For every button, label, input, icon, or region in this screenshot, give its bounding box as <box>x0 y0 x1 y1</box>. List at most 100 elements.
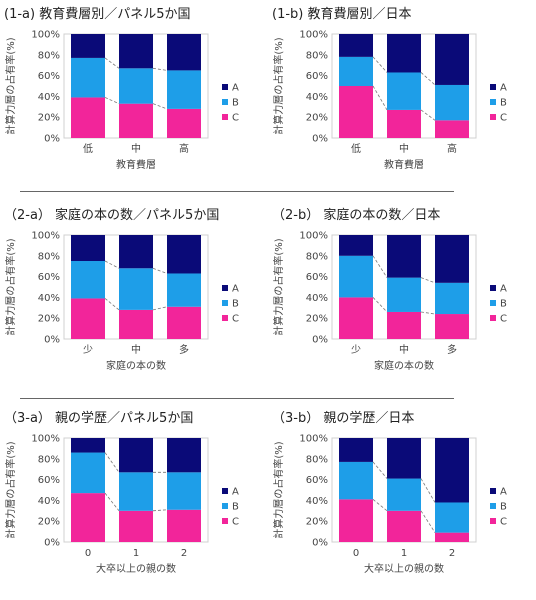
bar-segment-c <box>119 103 153 138</box>
bar-segment-a <box>71 235 105 261</box>
y-tick-label: 20% <box>306 113 328 124</box>
connector-line <box>372 499 388 512</box>
bar-segment-a <box>435 34 469 85</box>
x-tick-label: 2 <box>181 548 187 559</box>
legend-swatch-a <box>490 488 496 494</box>
y-tick-label: 80% <box>306 251 328 262</box>
x-tick-label: 多 <box>447 343 457 356</box>
legend-swatch-b <box>490 300 496 306</box>
y-tick-label: 100% <box>299 434 328 445</box>
x-axis-label: 大卒以上の親の数 <box>96 562 176 575</box>
legend-swatch-b <box>222 300 228 306</box>
legend-label-a: A <box>500 487 507 498</box>
x-tick-label: 中 <box>399 343 409 356</box>
bar-segment-b <box>387 72 421 110</box>
y-tick-label: 0% <box>312 335 328 346</box>
y-tick-label: 60% <box>306 272 328 283</box>
bar-segment-b <box>167 70 201 109</box>
connector-line <box>152 509 168 512</box>
legend-label-c: C <box>232 517 239 528</box>
legend-label-a: A <box>500 83 507 94</box>
x-axis-label: 家庭の本の数 <box>374 359 434 372</box>
x-tick-label: 多 <box>179 343 189 356</box>
bar-segment-b <box>71 452 105 494</box>
x-tick-label: 中 <box>131 343 141 356</box>
stacked-bar-chart: （3-a） 親の学歴／パネル5か国 0% 20% 40% 60% 80% 100% 計算力層の… <box>4 410 239 575</box>
bar-segment-a <box>119 34 153 69</box>
bar-segment-b <box>167 472 201 510</box>
y-tick-label: 60% <box>306 71 328 82</box>
bar-segment-b <box>435 84 469 121</box>
y-tick-label: 0% <box>44 134 60 145</box>
connector-line <box>420 277 436 284</box>
bar-segment-b <box>119 472 153 511</box>
y-axis-label: 計算力層の占有率(%) <box>4 238 17 335</box>
legend-label-c: C <box>232 113 239 124</box>
bar-segment-c <box>71 298 105 339</box>
connector-line <box>372 85 388 111</box>
bar-segment-b <box>387 478 421 511</box>
connector-line <box>372 56 388 73</box>
y-axis-label: 計算力層の占有率(%) <box>272 238 285 335</box>
chart-title: （2-b） 家庭の本の数／日本 <box>272 207 440 223</box>
chart-title: （2-a） 家庭の本の数／パネル5か国 <box>4 207 219 223</box>
x-tick-label: 0 <box>85 548 91 559</box>
legend-swatch-c <box>490 518 496 524</box>
chart-panel-1a: (1-a) 教育費層別／パネル5か国 0% 20% 40% 60% 80% 100% 計算力層… <box>0 0 268 196</box>
connector-line <box>104 97 120 105</box>
y-tick-label: 20% <box>306 314 328 325</box>
bar-segment-b <box>339 461 373 500</box>
bar-segment-c <box>167 108 201 138</box>
bar-segment-c <box>435 314 469 339</box>
connector-line <box>152 267 168 274</box>
legend-swatch-b <box>490 99 496 105</box>
chart-panel-2b: （2-b） 家庭の本の数／日本 0% 20% 40% 60% 80% 100% 計算力層の占有… <box>268 201 536 397</box>
y-tick-label: 80% <box>306 454 328 465</box>
y-axis-label: 計算力層の占有率(%) <box>4 37 17 134</box>
y-tick-label: 40% <box>38 293 60 304</box>
connector-line <box>152 67 168 71</box>
x-tick-label: 中 <box>131 142 141 155</box>
legend-swatch-b <box>490 503 496 509</box>
connector-line <box>104 452 120 473</box>
connector-line <box>152 103 168 110</box>
bar-segment-b <box>387 277 421 312</box>
x-tick-label: 中 <box>399 142 409 155</box>
y-tick-label: 60% <box>38 475 60 486</box>
y-tick-label: 100% <box>31 434 60 445</box>
connector-line <box>420 478 436 503</box>
connector-line <box>372 297 388 313</box>
connector-line <box>104 260 120 269</box>
y-tick-label: 20% <box>38 113 60 124</box>
legend-label-c: C <box>232 314 239 325</box>
legend-swatch-a <box>490 84 496 90</box>
bar-segment-b <box>339 255 373 298</box>
chart-panel-3b: （3-b） 親の学歴／日本 0% 20% 40% 60% 80% 100% 計算力層の占有率(… <box>268 404 536 600</box>
x-tick-label: 1 <box>133 548 139 559</box>
connector-line <box>152 306 168 311</box>
chart-title: （3-b） 親の学歴／日本 <box>272 410 414 426</box>
legend-swatch-c <box>222 114 228 120</box>
bar-segment-c <box>387 311 421 339</box>
bar-segment-a <box>339 235 373 256</box>
legend-label-a: A <box>232 83 239 94</box>
connector-line <box>372 461 388 479</box>
connector-line <box>420 72 436 86</box>
y-axis-label: 計算力層の占有率(%) <box>4 441 17 538</box>
bar-segment-c <box>119 510 153 542</box>
y-tick-label: 40% <box>38 496 60 507</box>
x-tick-label: 低 <box>351 142 361 155</box>
bar-segment-a <box>71 438 105 453</box>
divider-1 <box>20 191 454 192</box>
x-tick-label: 少 <box>83 344 93 356</box>
bar-segment-a <box>435 235 469 283</box>
bar-segment-a <box>435 438 469 503</box>
bar-segment-b <box>339 56 373 86</box>
y-tick-label: 80% <box>38 251 60 262</box>
bar-segment-b <box>119 268 153 310</box>
y-tick-label: 40% <box>306 92 328 103</box>
legend-label-c: C <box>500 113 507 124</box>
x-axis-label: 教育費層 <box>116 158 156 171</box>
legend-label-b: B <box>500 299 507 310</box>
legend-swatch-c <box>490 315 496 321</box>
